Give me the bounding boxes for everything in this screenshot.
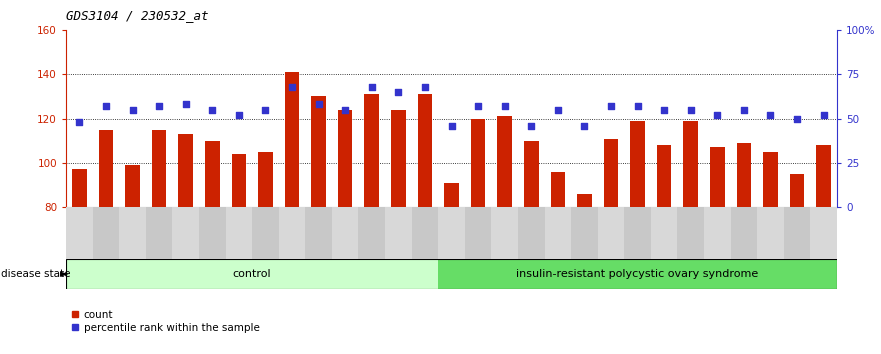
Bar: [93, 207, 119, 260]
Point: [99, 103, 113, 109]
Point: [179, 102, 193, 107]
Point: [312, 102, 326, 107]
Bar: [651, 207, 677, 260]
Bar: [99, 130, 114, 207]
Point: [684, 107, 698, 113]
Bar: [146, 207, 173, 260]
Bar: [603, 138, 618, 207]
Bar: [278, 207, 306, 260]
Bar: [657, 145, 671, 207]
Bar: [544, 207, 571, 260]
Bar: [226, 207, 252, 260]
Bar: [597, 207, 625, 260]
Point: [285, 84, 299, 90]
Legend: count, percentile rank within the sample: count, percentile rank within the sample: [71, 310, 260, 333]
Point: [790, 116, 804, 121]
Point: [471, 103, 485, 109]
Bar: [205, 141, 219, 207]
Point: [604, 103, 618, 109]
Bar: [311, 96, 326, 207]
Point: [125, 107, 139, 113]
Bar: [66, 207, 93, 260]
Bar: [684, 121, 698, 207]
Point: [764, 112, 778, 118]
Point: [551, 107, 565, 113]
Point: [444, 123, 458, 129]
Text: control: control: [233, 269, 271, 279]
Point: [577, 123, 591, 129]
Bar: [811, 207, 837, 260]
Bar: [438, 207, 465, 260]
Bar: [677, 207, 704, 260]
Bar: [730, 207, 757, 260]
Bar: [385, 207, 411, 260]
Bar: [571, 207, 597, 260]
Bar: [119, 207, 146, 260]
Point: [232, 112, 246, 118]
Bar: [784, 207, 811, 260]
Point: [418, 84, 432, 90]
Bar: [817, 145, 831, 207]
Bar: [391, 110, 405, 207]
Bar: [232, 154, 246, 207]
Bar: [789, 174, 804, 207]
Point: [391, 89, 405, 95]
Bar: [465, 207, 492, 260]
Bar: [704, 207, 730, 260]
Bar: [285, 72, 300, 207]
Bar: [66, 259, 438, 289]
Bar: [152, 130, 167, 207]
Bar: [757, 207, 784, 260]
Bar: [518, 207, 544, 260]
Bar: [365, 94, 379, 207]
Bar: [498, 116, 512, 207]
Bar: [199, 207, 226, 260]
Bar: [625, 207, 651, 260]
Bar: [418, 94, 433, 207]
Point: [72, 119, 86, 125]
Bar: [710, 147, 725, 207]
Bar: [551, 172, 565, 207]
Bar: [258, 152, 273, 207]
Point: [817, 112, 831, 118]
Bar: [332, 207, 359, 260]
Point: [498, 103, 512, 109]
Bar: [178, 134, 193, 207]
Bar: [577, 194, 592, 207]
Bar: [737, 143, 751, 207]
Point: [152, 103, 167, 109]
Bar: [359, 207, 385, 260]
Text: insulin-resistant polycystic ovary syndrome: insulin-resistant polycystic ovary syndr…: [516, 269, 759, 279]
Point: [657, 107, 671, 113]
Point: [710, 112, 724, 118]
Bar: [411, 207, 438, 260]
Point: [631, 103, 645, 109]
Text: ►: ►: [60, 269, 69, 279]
Point: [205, 107, 219, 113]
Point: [365, 84, 379, 90]
Bar: [630, 121, 645, 207]
Bar: [125, 165, 140, 207]
Bar: [444, 183, 459, 207]
Text: GDS3104 / 230532_at: GDS3104 / 230532_at: [66, 9, 209, 22]
Point: [338, 107, 352, 113]
Text: disease state: disease state: [1, 269, 70, 279]
Bar: [338, 110, 352, 207]
Bar: [438, 259, 837, 289]
Bar: [470, 119, 485, 207]
Bar: [524, 141, 538, 207]
Bar: [252, 207, 278, 260]
Point: [258, 107, 272, 113]
Bar: [492, 207, 518, 260]
Bar: [763, 152, 778, 207]
Point: [737, 107, 751, 113]
Bar: [72, 170, 86, 207]
Point: [524, 123, 538, 129]
Bar: [306, 207, 332, 260]
Bar: [173, 207, 199, 260]
